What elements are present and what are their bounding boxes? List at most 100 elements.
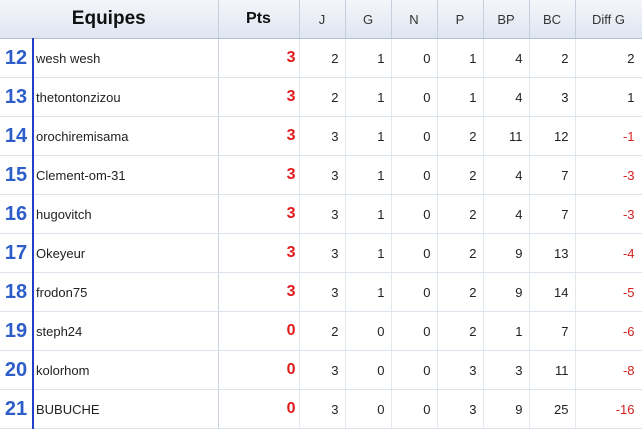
goals-for-cell: 4 [483, 77, 530, 117]
goals-against-cell: 7 [529, 311, 576, 351]
played-cell: 3 [299, 233, 346, 273]
goal-difference-cell: 2 [575, 38, 642, 78]
played-cell: 2 [299, 77, 346, 117]
drawn-cell: 0 [391, 311, 438, 351]
goals-against-cell: 12 [529, 116, 576, 156]
header-won[interactable]: G [345, 0, 392, 39]
goals-for-cell: 4 [483, 194, 530, 234]
drawn-cell: 0 [391, 194, 438, 234]
goals-against-cell: 7 [529, 194, 576, 234]
lost-cell: 3 [437, 350, 484, 390]
table-row: 17 Okeyeur 3 3 1 0 2 9 13 -4 [0, 233, 642, 273]
won-cell: 0 [345, 350, 392, 390]
rank-cell: 18 [0, 272, 34, 312]
goal-difference-cell: -6 [575, 311, 642, 351]
lost-cell: 3 [437, 389, 484, 429]
rank-cell: 13 [0, 77, 34, 117]
lost-cell: 2 [437, 272, 484, 312]
points-cell: 3 [218, 77, 300, 117]
won-cell: 1 [345, 116, 392, 156]
table-row: 13 thetontonzizou 3 2 1 0 1 4 3 1 [0, 77, 642, 117]
table-row: 14 orochiremisama 3 3 1 0 2 11 12 -1 [0, 116, 642, 156]
team-name[interactable]: Okeyeur [33, 233, 219, 273]
header-goals-against[interactable]: BC [529, 0, 576, 39]
goals-for-cell: 9 [483, 272, 530, 312]
drawn-cell: 0 [391, 233, 438, 273]
rank-cell: 21 [0, 389, 34, 429]
won-cell: 1 [345, 194, 392, 234]
points-cell: 3 [218, 272, 300, 312]
played-cell: 3 [299, 389, 346, 429]
won-cell: 1 [345, 233, 392, 273]
drawn-cell: 0 [391, 350, 438, 390]
drawn-cell: 0 [391, 389, 438, 429]
points-cell: 0 [218, 311, 300, 351]
points-cell: 3 [218, 233, 300, 273]
team-name[interactable]: thetontonzizou [33, 77, 219, 117]
team-name[interactable]: kolorhom [33, 350, 219, 390]
drawn-cell: 0 [391, 77, 438, 117]
header-goals-for[interactable]: BP [483, 0, 530, 39]
rank-cell: 20 [0, 350, 34, 390]
team-name[interactable]: orochiremisama [33, 116, 219, 156]
table-row: 12 wesh wesh 3 2 1 0 1 4 2 2 [0, 38, 642, 78]
goals-for-cell: 4 [483, 38, 530, 78]
team-name[interactable]: wesh wesh [33, 38, 219, 78]
goals-for-cell: 9 [483, 389, 530, 429]
points-cell: 3 [218, 194, 300, 234]
lost-cell: 2 [437, 155, 484, 195]
table-row: 15 Clement-om-31 3 3 1 0 2 4 7 -3 [0, 155, 642, 195]
rank-cell: 15 [0, 155, 34, 195]
won-cell: 1 [345, 155, 392, 195]
rank-cell: 16 [0, 194, 34, 234]
header-played[interactable]: J [299, 0, 346, 39]
lost-cell: 1 [437, 38, 484, 78]
goals-against-cell: 11 [529, 350, 576, 390]
table-row: 20 kolorhom 0 3 0 0 3 3 11 -8 [0, 350, 642, 390]
played-cell: 2 [299, 311, 346, 351]
goals-against-cell: 14 [529, 272, 576, 312]
header-row: Equipes Pts J G N P BP BC Diff G [0, 0, 642, 39]
rank-cell: 12 [0, 38, 34, 78]
goal-difference-cell: -5 [575, 272, 642, 312]
lost-cell: 2 [437, 311, 484, 351]
header-goal-difference[interactable]: Diff G [575, 0, 642, 39]
goals-against-cell: 25 [529, 389, 576, 429]
points-cell: 3 [218, 38, 300, 78]
lost-cell: 2 [437, 116, 484, 156]
goals-for-cell: 1 [483, 311, 530, 351]
goal-difference-cell: -4 [575, 233, 642, 273]
team-name[interactable]: BUBUCHE [33, 389, 219, 429]
played-cell: 3 [299, 116, 346, 156]
team-name[interactable]: hugovitch [33, 194, 219, 234]
lost-cell: 2 [437, 233, 484, 273]
team-name[interactable]: frodon75 [33, 272, 219, 312]
drawn-cell: 0 [391, 38, 438, 78]
header-points[interactable]: Pts [218, 0, 300, 39]
header-drawn[interactable]: N [391, 0, 438, 39]
team-name[interactable]: Clement-om-31 [33, 155, 219, 195]
header-lost[interactable]: P [437, 0, 484, 39]
points-cell: 3 [218, 116, 300, 156]
goals-for-cell: 4 [483, 155, 530, 195]
points-cell: 0 [218, 350, 300, 390]
lost-cell: 1 [437, 77, 484, 117]
won-cell: 1 [345, 77, 392, 117]
goals-against-cell: 2 [529, 38, 576, 78]
team-name[interactable]: steph24 [33, 311, 219, 351]
lost-cell: 2 [437, 194, 484, 234]
played-cell: 3 [299, 272, 346, 312]
goal-difference-cell: -3 [575, 155, 642, 195]
goal-difference-cell: -3 [575, 194, 642, 234]
played-cell: 2 [299, 38, 346, 78]
goals-against-cell: 13 [529, 233, 576, 273]
table-row: 16 hugovitch 3 3 1 0 2 4 7 -3 [0, 194, 642, 234]
goal-difference-cell: 1 [575, 77, 642, 117]
goals-for-cell: 3 [483, 350, 530, 390]
played-cell: 3 [299, 194, 346, 234]
points-cell: 3 [218, 155, 300, 195]
played-cell: 3 [299, 155, 346, 195]
drawn-cell: 0 [391, 155, 438, 195]
header-teams[interactable]: Equipes [0, 0, 219, 39]
